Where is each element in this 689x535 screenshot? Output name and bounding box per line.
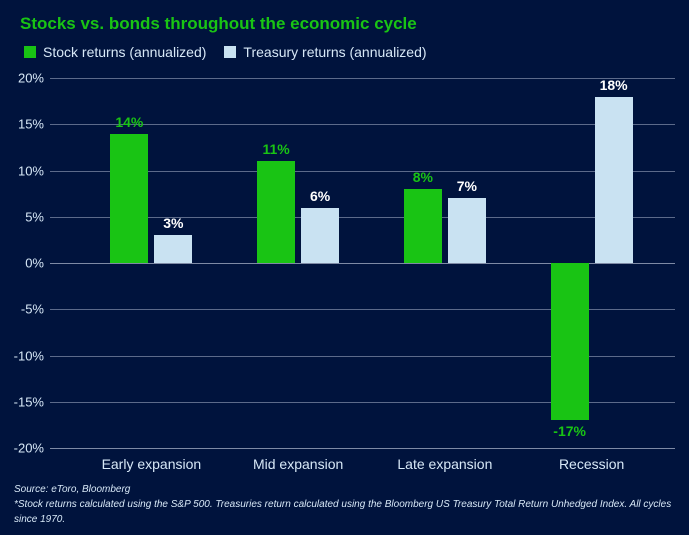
y-tick-label: -10%: [8, 348, 44, 363]
bar-label-treasury: 6%: [290, 188, 350, 204]
y-tick-label: -20%: [8, 441, 44, 456]
category-label: Early expansion: [81, 456, 221, 472]
y-tick-label: 5%: [8, 209, 44, 224]
bar-stock: [257, 161, 295, 263]
legend: Stock returns (annualized) Treasury retu…: [0, 34, 689, 64]
swatch-treasury: [224, 46, 236, 58]
footer-note: *Stock returns calculated using the S&P …: [14, 497, 689, 527]
y-tick-label: -5%: [8, 302, 44, 317]
grid-line: [50, 78, 675, 79]
category-label: Mid expansion: [228, 456, 368, 472]
bar-treasury: [595, 97, 633, 264]
legend-label-stock: Stock returns (annualized): [43, 44, 206, 60]
bar-label-treasury: 18%: [584, 77, 644, 93]
y-tick-label: 15%: [8, 117, 44, 132]
chart-title: Stocks vs. bonds throughout the economic…: [0, 0, 689, 34]
plot-area: -20%-15%-10%-5%0%5%10%15%20%14%3%Early e…: [50, 78, 675, 448]
y-tick-label: -15%: [8, 394, 44, 409]
bar-label-treasury: 3%: [143, 215, 203, 231]
bar-label-treasury: 7%: [437, 178, 497, 194]
bar-treasury: [154, 235, 192, 263]
legend-item-treasury: Treasury returns (annualized): [224, 44, 426, 60]
bar-stock: [551, 263, 589, 420]
x-axis-line: [50, 448, 675, 449]
y-tick-label: 20%: [8, 71, 44, 86]
y-tick-label: 10%: [8, 163, 44, 178]
bar-stock: [110, 134, 148, 264]
category-label: Recession: [522, 456, 662, 472]
bar-label-stock: 14%: [99, 114, 159, 130]
swatch-stock: [24, 46, 36, 58]
bar-label-stock: 11%: [246, 141, 306, 157]
footer: Source: eToro, Bloomberg *Stock returns …: [14, 482, 689, 527]
y-tick-label: 0%: [8, 256, 44, 271]
legend-label-treasury: Treasury returns (annualized): [243, 44, 426, 60]
footer-source: Source: eToro, Bloomberg: [14, 482, 689, 497]
bar-treasury: [448, 198, 486, 263]
category-label: Late expansion: [375, 456, 515, 472]
legend-item-stock: Stock returns (annualized): [24, 44, 206, 60]
bar-label-stock: -17%: [540, 423, 600, 439]
bar-treasury: [301, 208, 339, 264]
bar-stock: [404, 189, 442, 263]
